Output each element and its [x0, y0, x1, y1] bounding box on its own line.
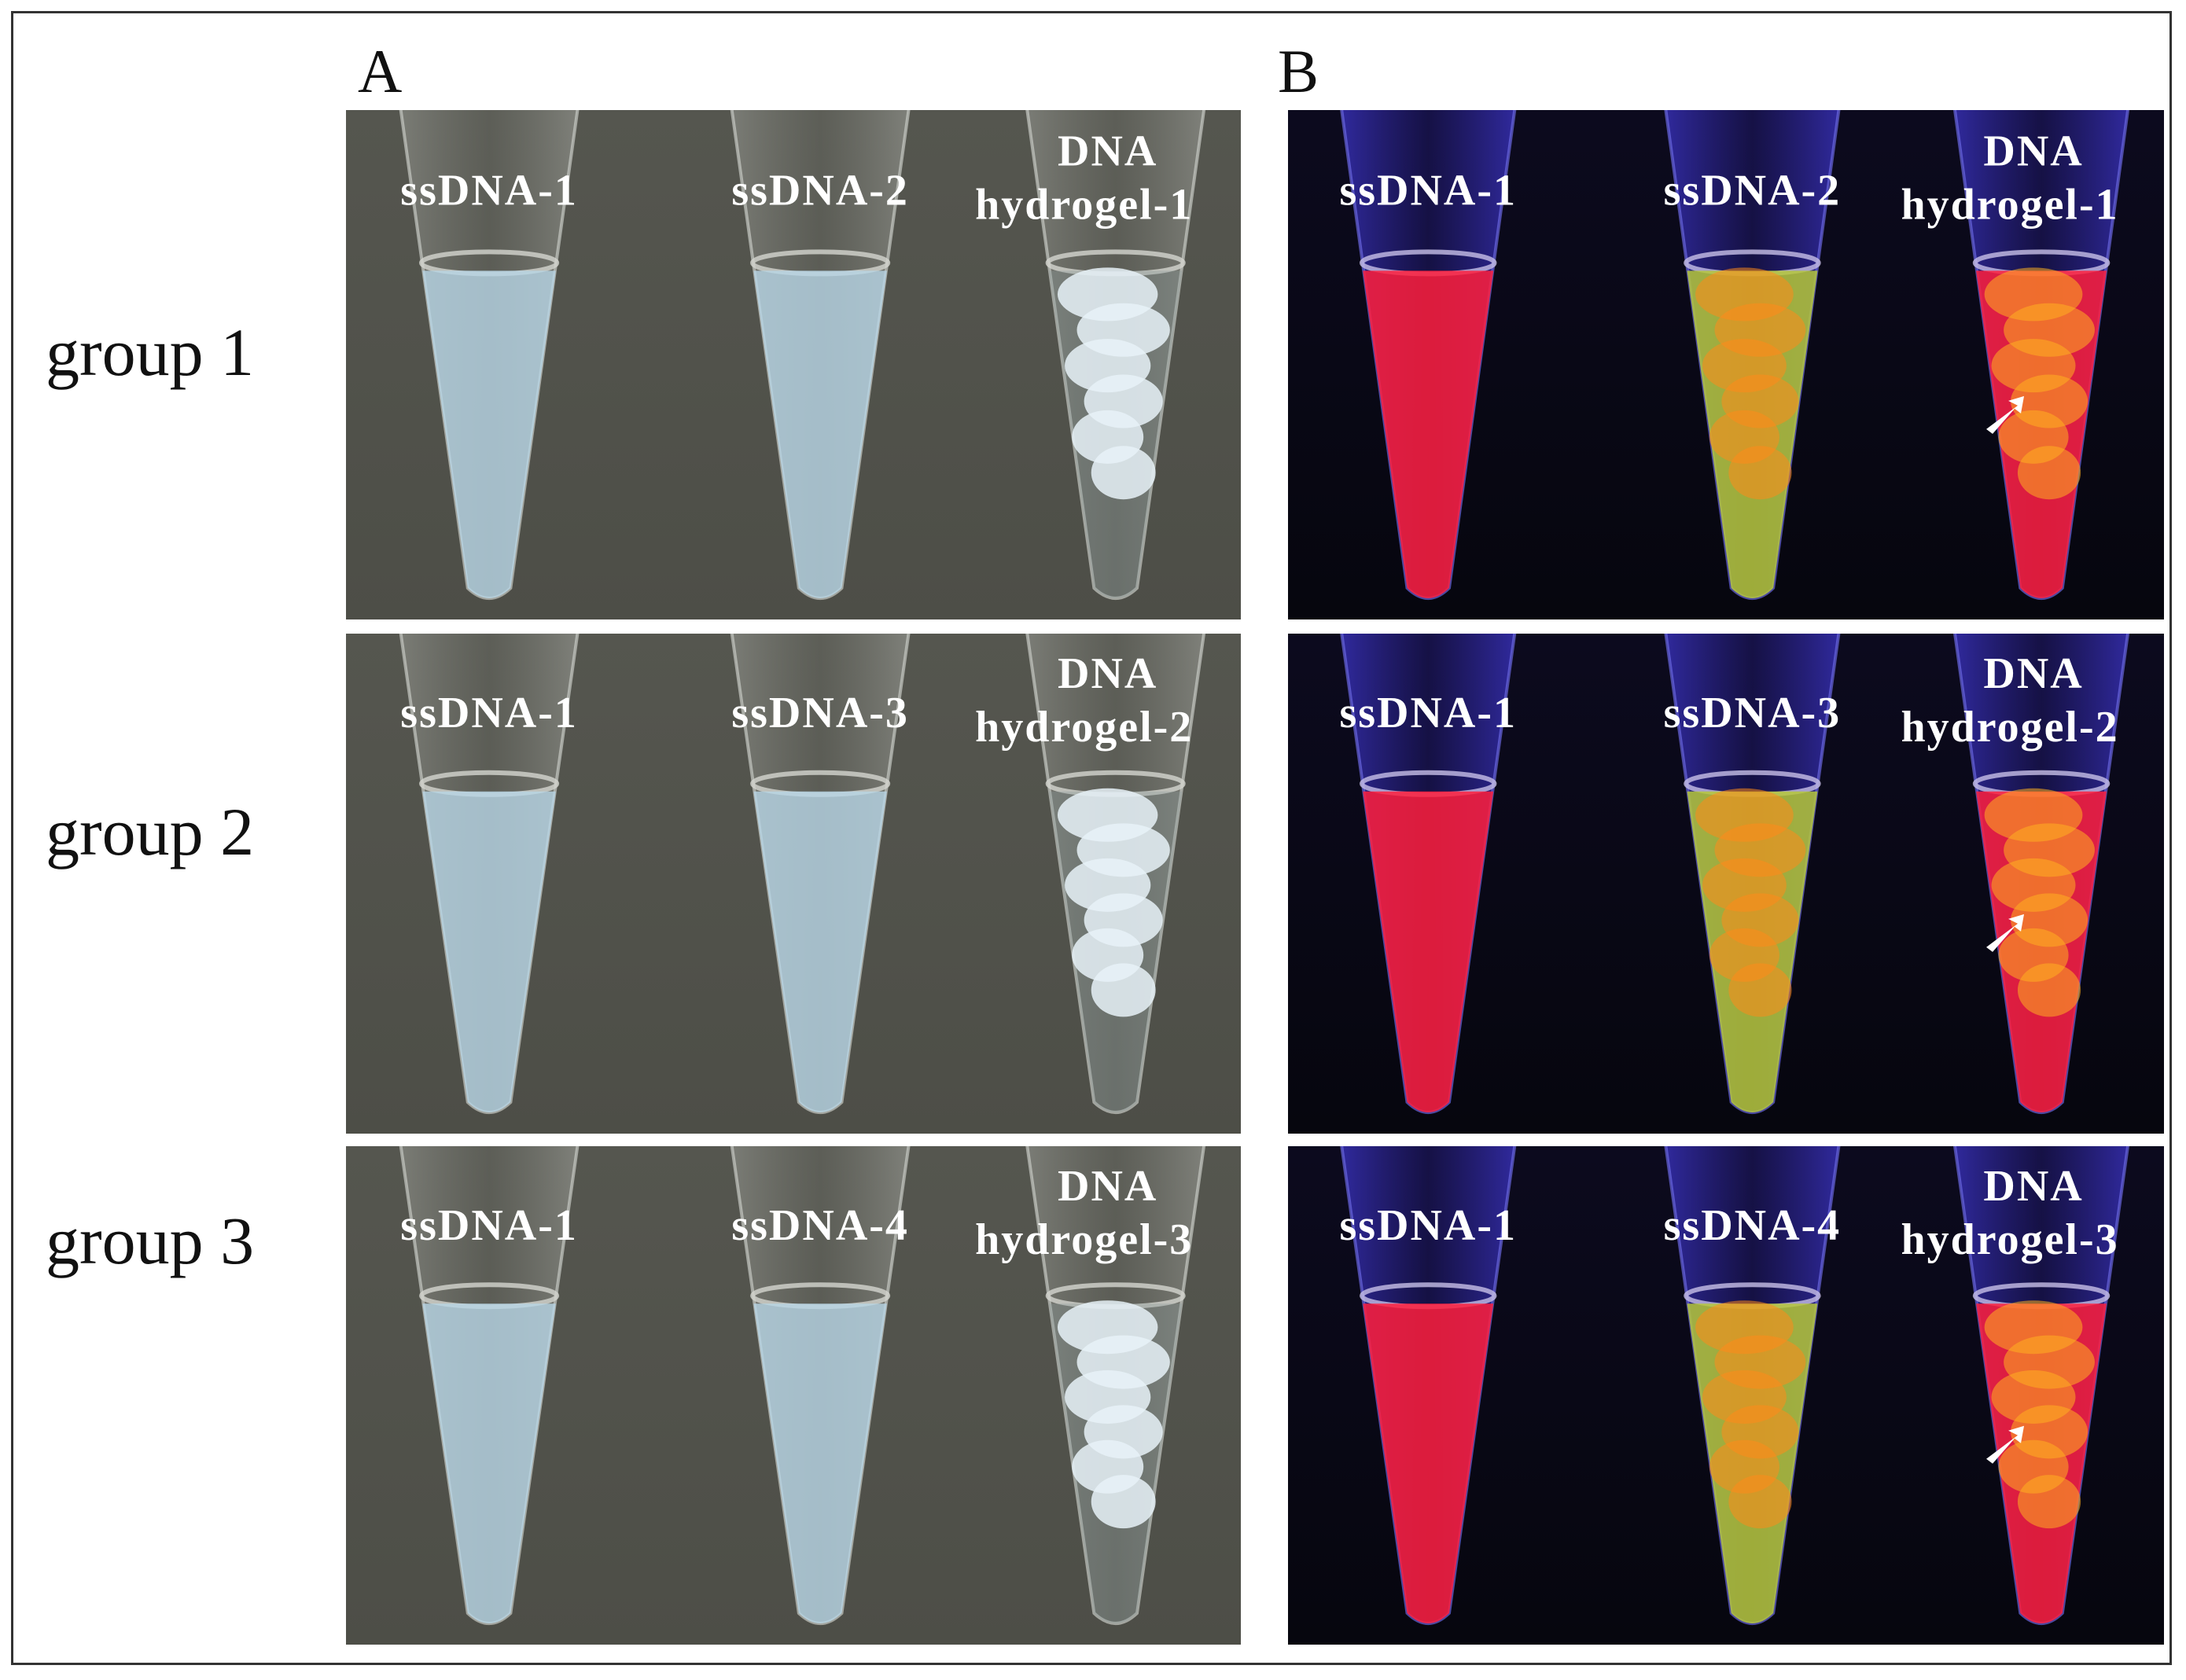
- panel-letter-b: B: [1278, 37, 1319, 105]
- tube-1: ssDNA-1: [1339, 634, 1517, 1114]
- hydrogel-label-line-2: hydrogel-3: [975, 1215, 1193, 1264]
- tube-label-2: ssDNA-4: [1664, 1201, 1842, 1250]
- arrow-icon: [1986, 914, 2025, 952]
- tube-label-1: ssDNA-1: [400, 167, 578, 215]
- photo-a-group-2: ssDNA-1 ssDNA-3 DNA hydrogel-2: [346, 634, 1241, 1134]
- hydrogel-label-line-2: hydrogel-1: [975, 181, 1193, 230]
- tube-3: DNA hydrogel-1: [1901, 110, 2130, 600]
- hydrogel-label-line-2: hydrogel-1: [1901, 181, 2118, 230]
- tube-label-1: ssDNA-1: [1339, 167, 1517, 215]
- hydrogel-label-line-1: DNA: [1058, 127, 1157, 176]
- tube-2: ssDNA-3: [1664, 634, 1842, 1114]
- tube-label-1: ssDNA-1: [400, 1201, 578, 1250]
- tube-2: ssDNA-2: [730, 110, 911, 600]
- tube-2: ssDNA-3: [730, 634, 911, 1114]
- hydrogel-label-line-1: DNA: [1058, 649, 1157, 698]
- tube-1: ssDNA-1: [399, 634, 580, 1114]
- arrow-icon: [1986, 395, 2025, 434]
- tube-label-1: ssDNA-1: [1339, 1201, 1517, 1250]
- group-label-1: group 1: [46, 314, 255, 390]
- panel-letter-a: A: [358, 37, 403, 105]
- tube-label-2: ssDNA-3: [731, 689, 909, 737]
- tube-2: ssDNA-2: [1664, 110, 1842, 600]
- photo-b-group-2-svg: ssDNA-1 ssDNA-3 DNA hydrogel-2: [1288, 634, 2164, 1134]
- tube-label-2: ssDNA-2: [731, 167, 909, 215]
- hydrogel-label-line-1: DNA: [1983, 649, 2083, 698]
- tube-3: DNA hydrogel-2: [1901, 634, 2130, 1114]
- photo-a-group-3: ssDNA-1 ssDNA-4 DNA hydrogel-3: [346, 1146, 1241, 1645]
- hydrogel-label-line-1: DNA: [1058, 1162, 1157, 1211]
- tube-label-2: ssDNA-3: [1664, 689, 1842, 737]
- tube-label-2: ssDNA-4: [731, 1201, 909, 1250]
- hydrogel-label-line-1: DNA: [1983, 127, 2083, 176]
- tube-2: ssDNA-4: [730, 1146, 911, 1625]
- tube-1: ssDNA-1: [399, 1146, 580, 1625]
- photo-b-group-1-svg: ssDNA-1 ssDNA-2 DNA hydrogel-1: [1288, 110, 2164, 619]
- tube-1: ssDNA-1: [1339, 110, 1517, 600]
- tube-1: ssDNA-1: [399, 110, 580, 600]
- group-label-3: group 3: [46, 1203, 255, 1278]
- tube-3: DNA hydrogel-2: [975, 634, 1206, 1114]
- photo-a-group-1-svg: ssDNA-1 ssDNA-2 DNA hydrogel-1: [346, 110, 1241, 619]
- tube-label-2: ssDNA-2: [1664, 167, 1842, 215]
- tube-2: ssDNA-4: [1664, 1146, 1842, 1625]
- hydrogel-label-line-2: hydrogel-2: [1901, 703, 2118, 752]
- hydrogel-label-line-2: hydrogel-2: [975, 703, 1193, 752]
- photo-a-group-2-svg: ssDNA-1 ssDNA-3 DNA hydrogel-2: [346, 634, 1241, 1134]
- hydrogel-label-line-1: DNA: [1983, 1162, 2083, 1211]
- tube-1: ssDNA-1: [1339, 1146, 1517, 1625]
- photo-b-group-1: ssDNA-1 ssDNA-2 DNA hydrogel-1: [1288, 110, 2164, 619]
- photo-a-group-1: ssDNA-1 ssDNA-2 DNA hydrogel-1: [346, 110, 1241, 619]
- hydrogel-label-line-2: hydrogel-3: [1901, 1215, 2118, 1264]
- photo-b-group-3: ssDNA-1 ssDNA-4 DNA hydrogel-3: [1288, 1146, 2164, 1645]
- photo-b-group-2: ssDNA-1 ssDNA-3 DNA hydrogel-2: [1288, 634, 2164, 1134]
- group-label-2: group 2: [46, 794, 255, 869]
- tube-3: DNA hydrogel-1: [975, 110, 1206, 600]
- tube-label-1: ssDNA-1: [1339, 689, 1517, 737]
- tube-label-1: ssDNA-1: [400, 689, 578, 737]
- arrow-icon: [1986, 1425, 2025, 1464]
